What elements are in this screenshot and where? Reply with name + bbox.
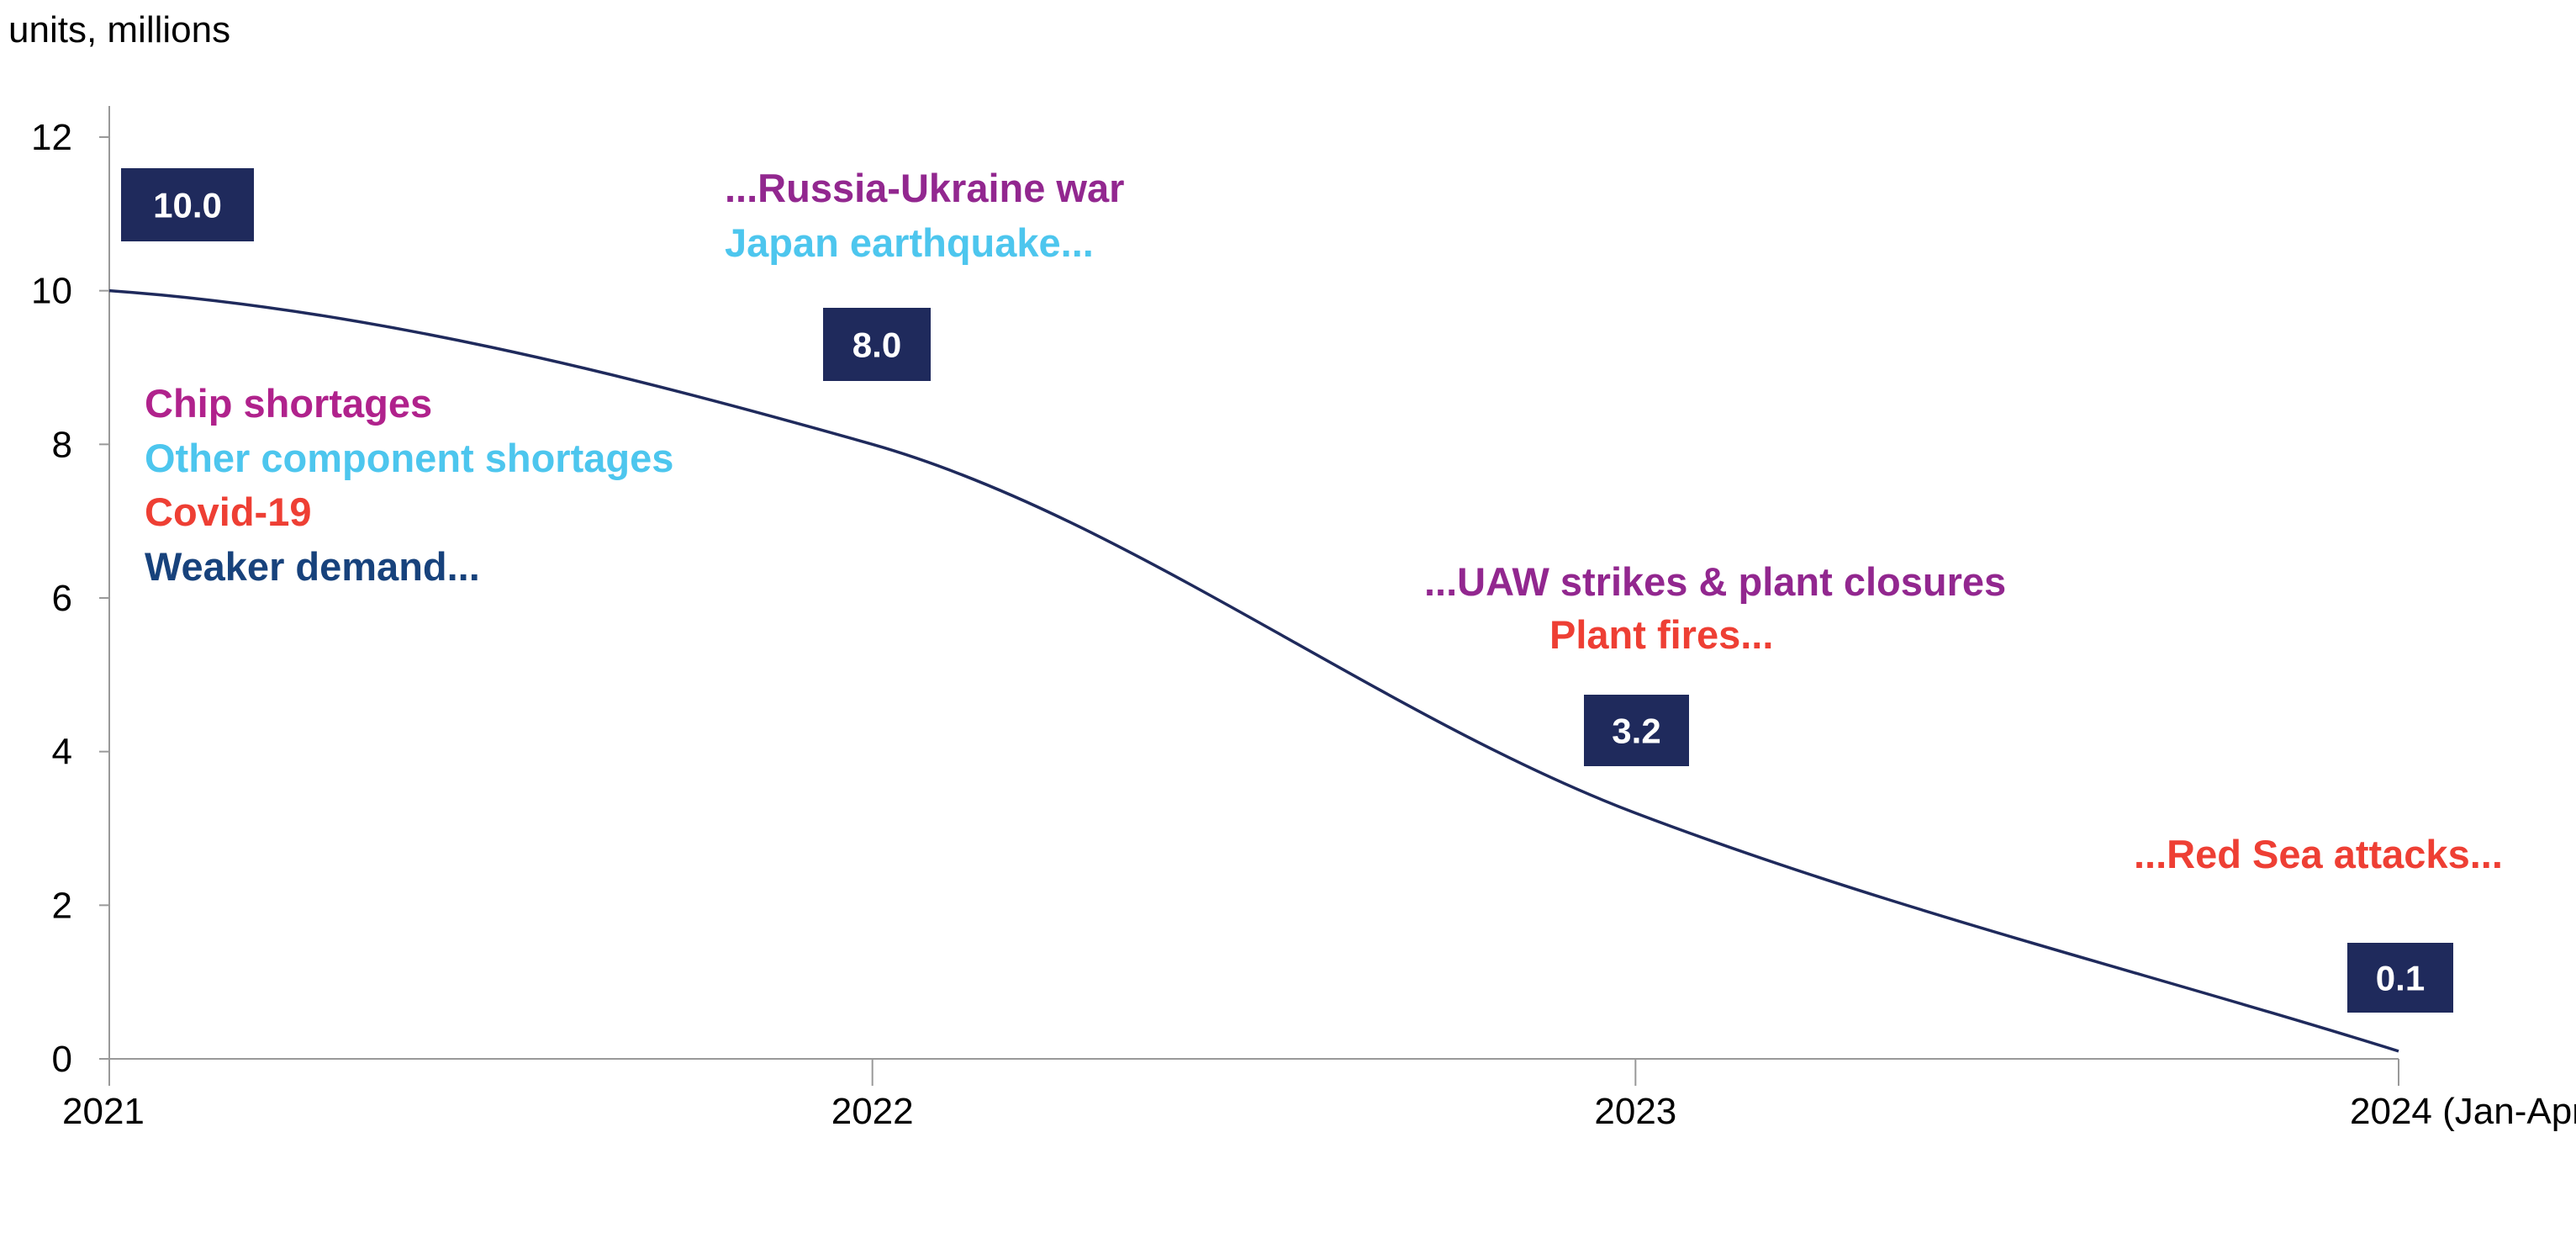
x-tick-label: 2024 (Jan-Apr) [2350, 1091, 2576, 1132]
annotation-weaker-demand: Weaker demand... [145, 544, 480, 589]
data-label: 8.0 [853, 325, 901, 365]
y-tick-label: 10 [31, 271, 72, 312]
annotation-red-sea: ...Red Sea attacks... [2134, 832, 2503, 876]
annotation-chip-shortages: Chip shortages [145, 381, 432, 426]
y-tick-label: 4 [52, 732, 72, 773]
annotation-japan-earthquake: Japan earthquake... [725, 220, 1094, 265]
x-tick-label: 2021 [62, 1091, 145, 1132]
y-axis-label: units, millions [8, 9, 230, 50]
data-label-box [823, 308, 931, 381]
series-line [108, 288, 2399, 1053]
x-tick-label: 2023 [1594, 1091, 1676, 1132]
y-tick-label: 0 [52, 1039, 72, 1080]
data-label: 3.2 [1612, 712, 1660, 751]
data-label: 0.1 [2376, 959, 2425, 998]
annotation-uaw-strikes: ...UAW strikes & plant closures [1424, 559, 2006, 604]
data-label: 10.0 [153, 186, 222, 225]
annotation-covid: Covid-19 [145, 489, 312, 534]
y-tick-label: 12 [31, 117, 72, 158]
y-tick-label: 8 [52, 424, 72, 465]
annotation-plant-fires: Plant fires... [1549, 612, 1773, 657]
data-label-box [1584, 695, 1689, 766]
annotation-component-shortages: Other component shortages [145, 436, 673, 480]
annotation-russia-ukraine: ...Russia-Ukraine war [725, 166, 1124, 210]
y-tick-label: 6 [52, 578, 72, 619]
data-label-box [2347, 943, 2453, 1013]
y-tick-label: 2 [52, 885, 72, 926]
x-tick-label: 2022 [831, 1091, 914, 1132]
data-label-box [121, 168, 254, 241]
